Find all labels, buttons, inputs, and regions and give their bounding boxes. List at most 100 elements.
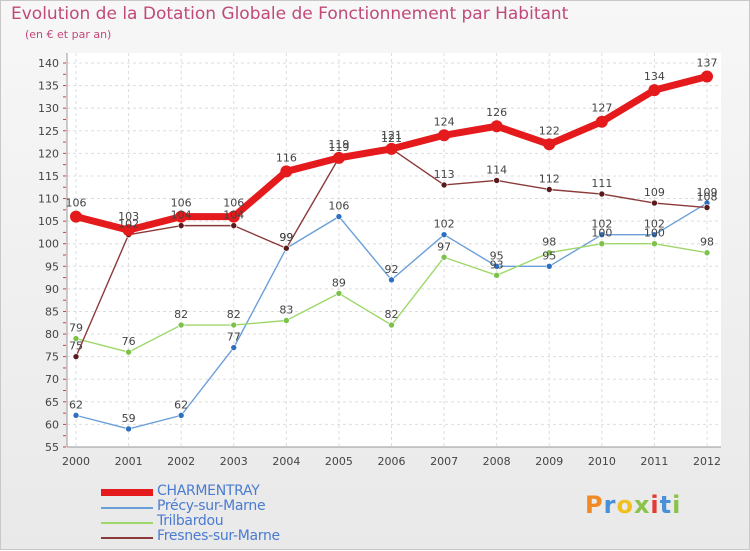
proxiti-logo: Proxiti — [585, 491, 681, 519]
x-tick-label: 2007 — [430, 455, 458, 468]
data-point — [72, 335, 80, 342]
data-point — [72, 412, 80, 419]
data-point — [388, 321, 395, 329]
legend-swatch — [101, 537, 153, 539]
data-label: 93 — [490, 258, 504, 271]
data-label: 76 — [122, 335, 136, 348]
data-label: 109 — [697, 186, 718, 199]
data-point — [648, 84, 661, 97]
data-point — [598, 190, 606, 198]
y-tick-label: 90 — [45, 283, 59, 296]
data-point — [125, 348, 132, 356]
data-label: 79 — [69, 322, 83, 335]
data-label: 103 — [118, 210, 139, 223]
data-label: 112 — [539, 172, 560, 185]
y-tick-label: 130 — [38, 102, 59, 115]
data-label: 98 — [542, 236, 556, 249]
x-tick-label: 2011 — [640, 455, 668, 468]
legend-swatch — [101, 489, 153, 496]
y-tick-label: 95 — [45, 260, 59, 273]
x-tick-label: 2001 — [115, 455, 143, 468]
x-tick-label: 2003 — [220, 455, 248, 468]
x-tick-label: 2000 — [62, 455, 90, 468]
data-label: 106 — [171, 197, 192, 210]
y-tick-label: 135 — [38, 80, 59, 93]
x-tick-label: 2002 — [167, 455, 195, 468]
data-label: 82 — [227, 308, 241, 321]
data-label: 100 — [591, 227, 612, 240]
data-point — [230, 321, 238, 329]
data-label: 113 — [434, 168, 455, 181]
legend-label: CHARMENTRAY — [157, 483, 260, 499]
x-tick-label: 2009 — [535, 455, 563, 468]
data-label: 100 — [644, 227, 665, 240]
data-label: 92 — [385, 263, 399, 276]
data-point — [438, 129, 451, 142]
data-point — [545, 186, 553, 193]
data-label: 114 — [486, 163, 507, 176]
data-label: 82 — [385, 308, 399, 321]
data-label: 62 — [174, 398, 188, 411]
data-label: 109 — [644, 186, 665, 199]
x-tick-label: 2004 — [272, 455, 300, 468]
data-label: 106 — [223, 197, 244, 210]
data-label: 102 — [434, 218, 455, 231]
data-label: 106 — [328, 200, 349, 213]
y-tick-label: 100 — [38, 238, 59, 251]
logo-text: Proxiti — [585, 491, 681, 519]
data-point — [440, 253, 448, 261]
y-tick-label: 55 — [45, 441, 59, 454]
data-label: 134 — [644, 70, 665, 83]
data-point — [385, 142, 398, 155]
data-point — [335, 213, 343, 220]
y-tick-label: 85 — [45, 305, 59, 318]
data-point — [72, 353, 80, 360]
data-point — [703, 204, 711, 211]
data-label: 77 — [227, 331, 241, 344]
data-label: 104 — [171, 209, 192, 222]
data-label: 98 — [700, 236, 714, 249]
data-label: 82 — [174, 308, 188, 321]
data-point — [227, 210, 240, 223]
data-point — [388, 276, 395, 284]
data-point — [490, 120, 503, 133]
data-point — [598, 240, 606, 248]
data-label: 126 — [486, 106, 507, 119]
logo-letter: t — [659, 491, 673, 519]
data-label: 95 — [542, 249, 556, 262]
data-label: 124 — [434, 115, 455, 128]
data-label: 97 — [437, 240, 451, 253]
data-point — [230, 222, 238, 229]
x-tick-label: 2008 — [483, 455, 511, 468]
data-label: 89 — [332, 276, 346, 289]
data-point — [595, 115, 608, 128]
data-label: 122 — [539, 124, 560, 137]
data-point — [283, 244, 290, 252]
x-tick-label: 2005 — [325, 455, 353, 468]
legend-swatch — [101, 522, 153, 524]
y-tick-label: 60 — [45, 418, 59, 431]
data-point — [651, 240, 658, 248]
chart-title: Evolution de la Dotation Globale de Fonc… — [11, 4, 569, 24]
data-point — [125, 425, 132, 433]
data-point — [280, 165, 293, 178]
logo-letter: i — [672, 491, 682, 519]
data-label: 127 — [591, 102, 612, 115]
legend-label: Trilbardou — [157, 513, 224, 529]
data-point — [332, 151, 345, 164]
data-point — [545, 262, 553, 270]
data-point — [177, 222, 185, 229]
data-point — [177, 412, 185, 419]
data-point — [543, 138, 556, 151]
data-point — [177, 321, 185, 329]
data-point — [493, 262, 500, 270]
x-tick-label: 2010 — [588, 455, 616, 468]
data-label: 102 — [644, 218, 665, 231]
data-point — [651, 231, 658, 238]
y-tick-label: 65 — [45, 396, 59, 409]
data-point — [598, 231, 606, 238]
data-label: 106 — [66, 197, 87, 210]
data-point — [493, 272, 500, 279]
data-point — [283, 317, 290, 324]
